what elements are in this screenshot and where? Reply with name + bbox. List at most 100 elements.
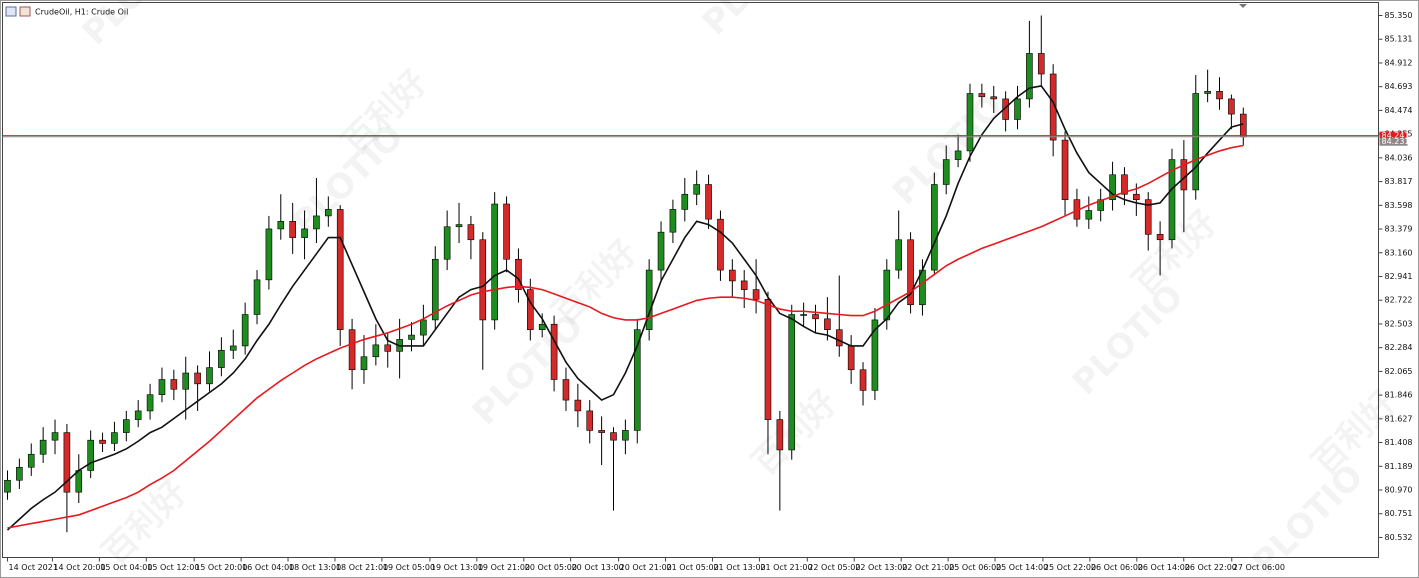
y-tick-label: 85.131: [1385, 35, 1413, 44]
candle-body: [942, 159, 950, 185]
candle-body: [384, 344, 392, 352]
candle-body: [467, 224, 475, 241]
chart-icon: [5, 6, 17, 17]
candle-body: [824, 318, 831, 330]
x-tick-label: 19 Oct 21:00: [478, 563, 530, 572]
candle-body: [206, 367, 213, 385]
candle-body: [705, 184, 712, 220]
candle-body: [289, 221, 296, 238]
y-tick-label: 82.503: [1385, 319, 1413, 328]
candle-body: [550, 323, 558, 380]
candle-body: [669, 209, 677, 233]
candle-body: [978, 93, 986, 98]
y-tick-label: 84.912: [1385, 58, 1413, 67]
plot-border: [2, 2, 1379, 558]
y-tick-label: 82.065: [1385, 367, 1413, 376]
indicator-line: [7, 144, 1244, 529]
candle-body: [325, 209, 332, 217]
candle-body: [764, 299, 772, 420]
candle-body: [800, 314, 807, 316]
price-label-box: [1379, 131, 1408, 140]
candle-body: [4, 479, 11, 493]
candle-body: [241, 314, 249, 347]
candle-body: [1002, 98, 1009, 120]
candle-body: [1156, 234, 1164, 241]
y-tick-label: 82.722: [1385, 296, 1413, 305]
candle-body: [182, 372, 190, 390]
candle-body: [610, 432, 617, 441]
x-tick-label: 22 Oct 05:00: [808, 563, 860, 572]
header: CrudeOil, H1: Crude Oil: [5, 6, 128, 17]
x-tick-label: 26 Oct 22:00: [1185, 563, 1237, 572]
candle-body: [586, 410, 594, 431]
candle-body: [336, 209, 344, 330]
x-tick-label: 21 Oct 13:00: [713, 563, 765, 572]
candle-body: [99, 439, 106, 444]
x-tick-label: 18 Oct 13:00: [289, 563, 341, 572]
x-tick-label: 25 Oct 06:00: [949, 563, 1001, 572]
candle-body: [835, 329, 843, 347]
candle-body: [313, 215, 320, 230]
candle-body: [895, 239, 902, 271]
candle-body: [146, 394, 154, 412]
x-tick-label: 16 Oct 04:00: [242, 563, 294, 572]
candle-body: [360, 356, 368, 371]
y-tick-label: 84.036: [1385, 153, 1413, 162]
candle-body: [253, 279, 261, 315]
candle-body: [1026, 53, 1033, 100]
candle-body: [420, 319, 427, 336]
candle-body: [1014, 98, 1021, 120]
y-tick-label: 80.751: [1385, 509, 1413, 518]
candle-body: [633, 329, 641, 431]
candle-body: [562, 379, 570, 401]
x-tick-label: 26 Oct 06:00: [1091, 563, 1143, 572]
candle-body: [776, 419, 784, 451]
candle-body: [622, 430, 629, 441]
candle-body: [158, 379, 166, 395]
candle-body: [455, 224, 463, 228]
y-tick-label: 83.817: [1385, 177, 1413, 186]
candle-body: [527, 289, 534, 330]
x-tick-label: 19 Oct 05:00: [383, 563, 435, 572]
candle-body: [111, 432, 118, 444]
indicator-line: [6, 85, 1244, 531]
x-tick-label: 20 Oct 21:00: [620, 563, 672, 572]
candle-body: [39, 439, 47, 455]
y-tick-label: 85.350: [1385, 11, 1413, 20]
candle-body: [443, 226, 451, 260]
candle-body: [681, 193, 689, 210]
x-tick-label: 15 Oct 20:00: [195, 563, 247, 572]
candle-body: [752, 289, 760, 300]
x-tick-label: 15 Oct 12:00: [147, 563, 199, 572]
x-tick-label: 22 Oct 21:00: [902, 563, 954, 572]
candle-body: [218, 349, 225, 368]
candle-body: [1192, 93, 1200, 191]
candle-body: [16, 466, 23, 481]
candle-body: [63, 432, 71, 493]
candle-body: [788, 314, 796, 451]
candle-body: [134, 410, 142, 420]
candle-body: [372, 344, 380, 358]
candle-body: [1037, 53, 1045, 75]
x-tick-label: 27 Oct 06:00: [1233, 563, 1285, 572]
candle-body: [812, 314, 819, 320]
candle-body: [645, 269, 653, 330]
candle-body: [1133, 193, 1140, 200]
x-tick-label: 25 Oct 22:00: [1044, 563, 1096, 572]
x-tick-label: 15 Oct 04:00: [100, 563, 152, 572]
x-tick-label: 20 Oct 13:00: [572, 563, 624, 572]
shift-marker: [1239, 4, 1247, 8]
candle-body: [1239, 113, 1247, 138]
candle-body: [1204, 91, 1211, 94]
candle-body: [515, 258, 522, 290]
candle-body: [931, 184, 938, 271]
candle-body: [1168, 159, 1176, 241]
candle-body: [1109, 174, 1116, 200]
candle-body: [883, 269, 891, 321]
y-tick-label: 84.474: [1385, 106, 1413, 115]
y-tick-label: 82.941: [1385, 272, 1413, 281]
candle-body: [871, 319, 879, 391]
candle-body: [847, 345, 855, 371]
